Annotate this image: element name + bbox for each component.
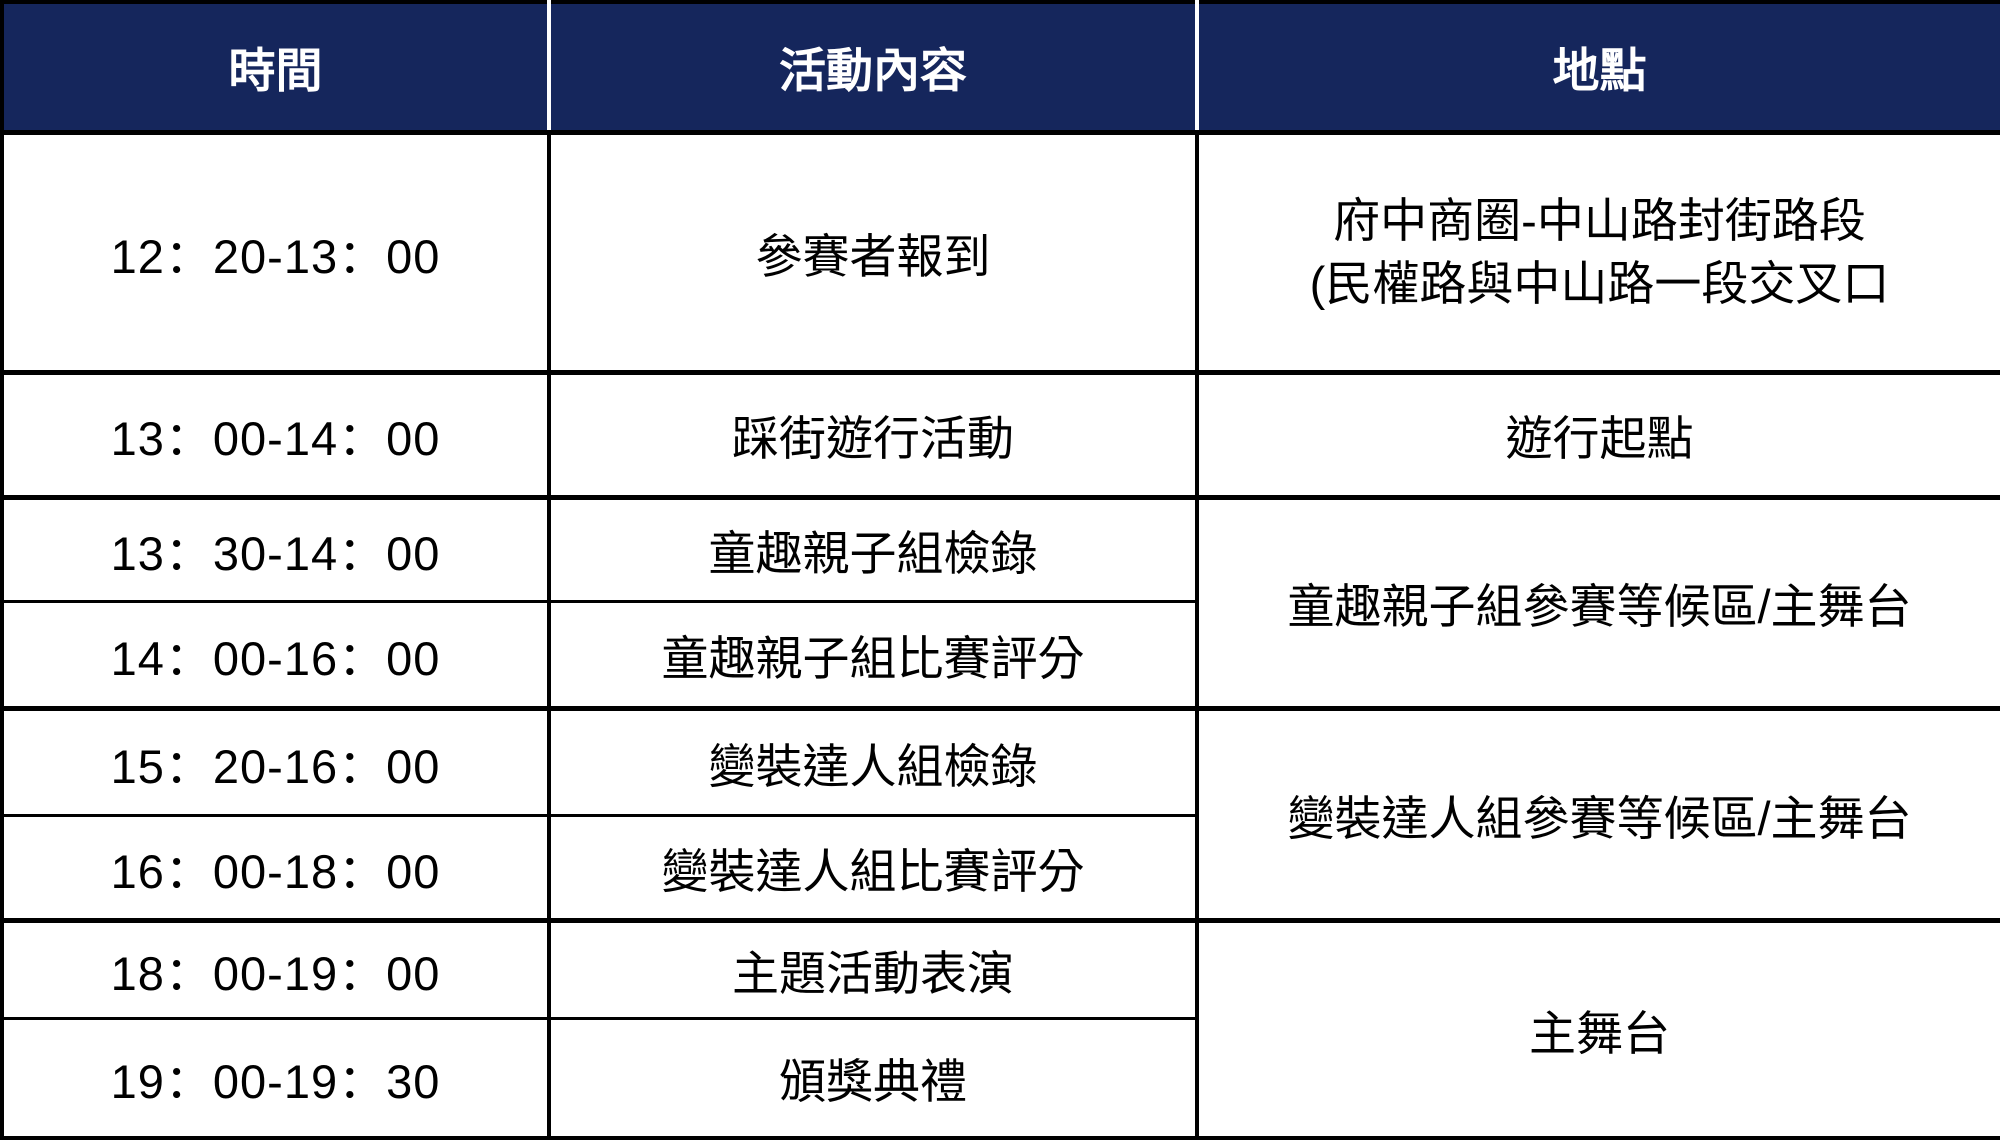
header-cell-location: 地點: [1195, 2, 2000, 135]
time-value: 18：00-19：00: [110, 947, 441, 1000]
location-cell-merged: 變裝達人組參賽等候區/主舞台: [1195, 705, 2000, 920]
location-line-1: 府中商圈-中山路封街路段: [1333, 193, 1866, 247]
table-row: 12：20-13：00 參賽者報到 府中商圈-中山路封街路段 (民權路與中山路一…: [2, 132, 2000, 372]
activity-cell: 主題活動表演: [547, 917, 1197, 1018]
time-value: 19：00-19：30: [110, 1055, 441, 1109]
activity-cell: 童趣親子組比賽評分: [547, 599, 1197, 708]
header-cell-activity: 活動內容: [547, 2, 1197, 135]
time-cell: 13：00-14：00: [2, 369, 549, 497]
time-cell: 13：30-14：00: [2, 494, 549, 601]
location-cell-merged: 主舞台: [1195, 917, 2000, 1138]
time-value: 14：00-16：00: [110, 631, 441, 685]
time-value: 13：30-14：00: [110, 527, 441, 580]
table-row: 19：00-19：30 頒獎典禮: [2, 1016, 2000, 1138]
location-cell-merged: 童趣親子組參賽等候區/主舞台: [1195, 494, 2000, 708]
time-value: 13：00-14：00: [110, 412, 441, 465]
time-value: 16：00-18：00: [110, 844, 441, 898]
activity-cell: 參賽者報到: [547, 132, 1197, 372]
table-header-row: 時間 活動內容 地點: [2, 2, 2000, 135]
time-cell: 19：00-19：30: [2, 1016, 549, 1138]
activity-cell: 童趣親子組檢錄: [547, 494, 1197, 601]
table-row: 16：00-18：00 變裝達人組比賽評分: [2, 813, 2000, 920]
table-row: 18：00-19：00 主題活動表演 主舞台: [2, 917, 2000, 1138]
time-cell: 14：00-16：00: [2, 599, 549, 708]
activity-cell: 踩街遊行活動: [547, 369, 1197, 497]
time-value: 15：20-16：00: [110, 739, 441, 793]
location-line-2: (民權路與中山路一段交叉口: [1309, 257, 1890, 310]
location-cell: 遊行起點: [1195, 369, 2000, 497]
header-cell-time: 時間: [2, 2, 549, 135]
table-row: 13：30-14：00 童趣親子組檢錄 童趣親子組參賽等候區/主舞台: [2, 494, 2000, 708]
table-row: 13：00-14：00 踩街遊行活動 遊行起點: [2, 369, 2000, 497]
time-cell: 18：00-19：00: [2, 917, 549, 1018]
activity-cell: 變裝達人組檢錄: [547, 705, 1197, 815]
time-value: 12：20-13：00: [110, 229, 441, 283]
time-cell: 12：20-13：00: [2, 132, 549, 372]
activity-cell: 變裝達人組比賽評分: [547, 813, 1197, 920]
location-cell: 府中商圈-中山路封街路段 (民權路與中山路一段交叉口: [1195, 132, 2000, 372]
table-row: 14：00-16：00 童趣親子組比賽評分: [2, 599, 2000, 708]
activity-cell: 頒獎典禮: [547, 1016, 1197, 1138]
time-cell: 16：00-18：00: [2, 813, 549, 920]
time-cell: 15：20-16：00: [2, 705, 549, 815]
table-row: 15：20-16：00 變裝達人組檢錄 變裝達人組參賽等候區/主舞台: [2, 705, 2000, 920]
